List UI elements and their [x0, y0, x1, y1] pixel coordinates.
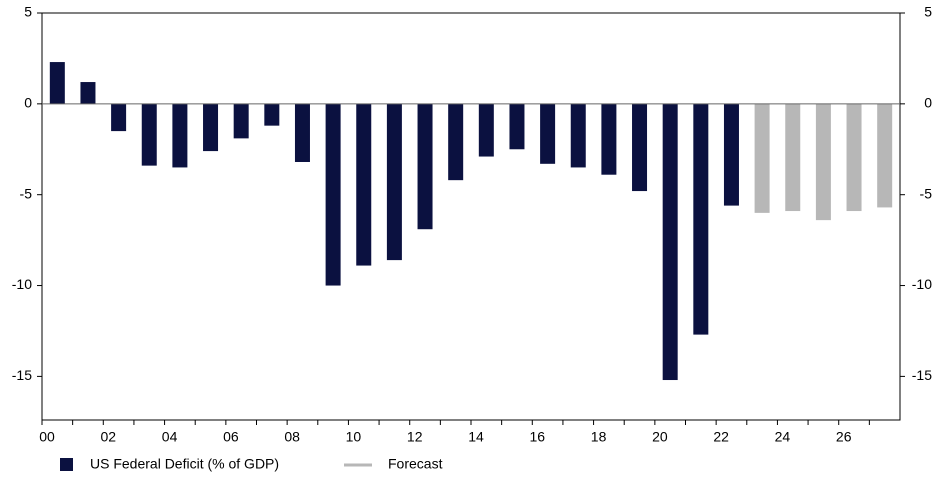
- bar: [478, 103, 494, 157]
- y2-tick-label: -15: [912, 367, 932, 383]
- x-tick-label: 20: [652, 429, 668, 445]
- x-tick-label: 02: [100, 429, 116, 445]
- y-tick-label: -5: [20, 185, 33, 201]
- y2-tick-label: 0: [924, 95, 932, 111]
- legend-swatch: [60, 458, 73, 471]
- y2-tick-label: -5: [920, 185, 933, 201]
- plot-frame: [41, 12, 901, 421]
- x-tick-label: 18: [591, 429, 607, 445]
- bar: [386, 103, 402, 261]
- bar: [111, 103, 127, 132]
- y-tick-label: 0: [24, 95, 32, 111]
- y-tick-label: -10: [12, 276, 32, 292]
- bar: [754, 103, 770, 213]
- bar: [693, 103, 709, 335]
- bar: [294, 103, 310, 162]
- bar: [846, 103, 862, 212]
- bar: [172, 103, 188, 168]
- bar: [203, 103, 219, 152]
- x-tick-label: 26: [836, 429, 852, 445]
- bar: [49, 62, 65, 104]
- bar: [540, 103, 556, 164]
- legend-label: Forecast: [388, 456, 443, 472]
- x-tick-label: 08: [284, 429, 300, 445]
- x-tick-label: 14: [468, 429, 484, 445]
- bar: [570, 103, 586, 168]
- bar: [723, 103, 739, 206]
- x-tick-label: 10: [346, 429, 362, 445]
- bar: [325, 103, 341, 286]
- bar: [632, 103, 648, 192]
- bar: [233, 103, 249, 139]
- x-tick-label: 12: [407, 429, 423, 445]
- bar: [662, 103, 678, 381]
- bar: [815, 103, 831, 221]
- bar: [448, 103, 464, 181]
- y-tick-label: -15: [12, 367, 32, 383]
- x-tick-label: 22: [713, 429, 729, 445]
- bar: [785, 103, 801, 212]
- bar: [141, 103, 157, 166]
- bar: [509, 103, 525, 150]
- bar: [264, 103, 280, 126]
- legend-label: US Federal Deficit (% of GDP): [90, 456, 279, 472]
- bar: [356, 103, 372, 266]
- x-tick-label: 00: [39, 429, 55, 445]
- bar: [417, 103, 433, 230]
- x-tick-label: 24: [775, 429, 791, 445]
- bar: [80, 82, 96, 104]
- bar: [877, 103, 893, 208]
- x-tick-label: 06: [223, 429, 239, 445]
- x-tick-label: 04: [162, 429, 178, 445]
- y2-tick-label: -10: [912, 276, 932, 292]
- y2-tick-label: 5: [924, 4, 932, 20]
- x-tick-label: 16: [529, 429, 545, 445]
- y-tick-label: 5: [24, 4, 32, 20]
- bar: [601, 103, 617, 175]
